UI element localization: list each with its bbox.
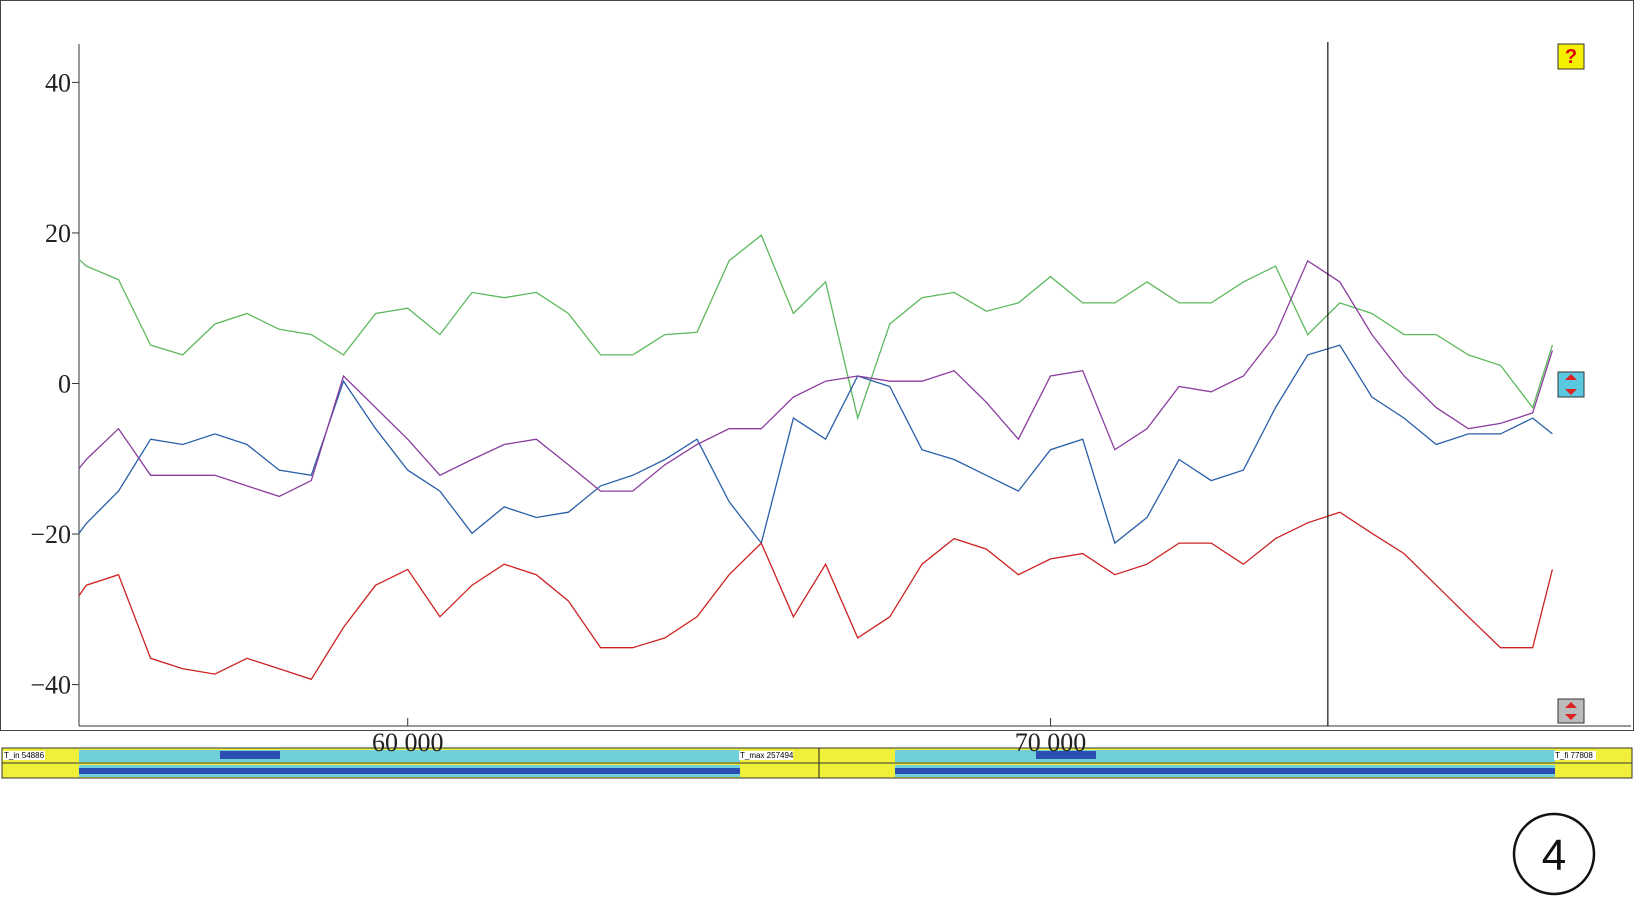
figure-label: 4: [1542, 831, 1566, 880]
zoom-arrows[interactable]: [1565, 374, 1577, 395]
timeline-full: [895, 768, 1555, 774]
x-tick-label: 70 000: [1015, 728, 1087, 757]
timeline-end: T_fi 77808: [1555, 751, 1593, 760]
y-tick-label: −20: [30, 520, 71, 549]
figure-badge: [1512, 812, 1596, 896]
x-tick-label: 60 000: [372, 728, 444, 757]
y-tick-label: 40: [45, 68, 71, 97]
help-icon[interactable]: [1557, 43, 1585, 70]
zoom-button[interactable]: [1557, 371, 1585, 398]
label-bg: [1554, 751, 1596, 760]
scale-button[interactable]: [1557, 698, 1585, 724]
scale-arrows[interactable]: [1565, 702, 1577, 720]
timeline-max: T_max 257494: [740, 751, 794, 760]
y-tick-label: 0: [58, 369, 71, 398]
help-button[interactable]: ?: [1557, 43, 1585, 70]
series-line: [78, 234, 1554, 421]
timeline: T_in 54886 T_max 257494 T_fi 77808: [1, 747, 1633, 779]
timeline-window: [220, 751, 280, 759]
frame: [0, 0, 1634, 731]
help-glyph[interactable]: ?: [1565, 46, 1577, 68]
label-bg: [739, 751, 793, 760]
timeline-range: [895, 750, 1555, 762]
timeline-full: [79, 768, 740, 774]
series-line: [78, 344, 1553, 545]
timeline-start: T_in 54886: [4, 751, 45, 760]
y-tick-label: −40: [30, 671, 71, 700]
y-tick-label: 20: [45, 219, 71, 248]
timeline-window: [1036, 751, 1096, 759]
label-bg: [3, 751, 45, 760]
series-line: [78, 259, 1554, 498]
series-line: [78, 511, 1554, 681]
